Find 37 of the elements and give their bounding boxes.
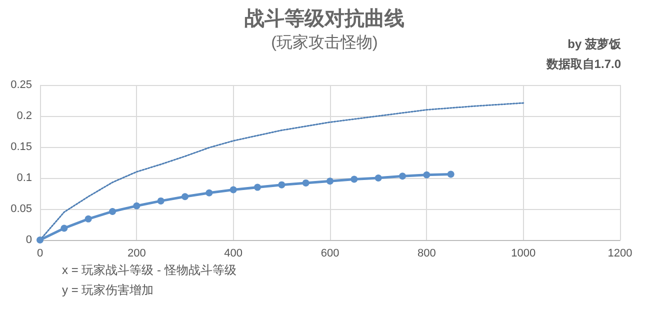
text: 数据取自1.7.0 — [545, 57, 622, 71]
chart-title: 战斗等级对抗曲线 — [244, 8, 404, 30]
y-tick-label: 0.1 — [16, 172, 32, 184]
text: by 菠萝饭 — [568, 37, 622, 51]
point — [326, 178, 334, 185]
y-tick-label: 0.05 — [10, 203, 32, 215]
point — [230, 186, 237, 194]
x-tick-label: 1200 — [608, 248, 632, 260]
point — [157, 197, 164, 204]
text: x = 玩家战斗等级 - 怪物战斗等级 — [62, 263, 236, 277]
point — [206, 189, 213, 196]
x-tick-label: 400 — [224, 248, 243, 260]
point — [109, 208, 116, 215]
point — [133, 202, 140, 210]
point — [278, 181, 286, 188]
point — [302, 179, 310, 186]
point — [84, 215, 92, 222]
point — [36, 236, 44, 244]
x-tick-label: 600 — [320, 248, 340, 260]
point — [423, 171, 430, 178]
point — [374, 174, 382, 182]
x-tick-label: 0 — [36, 248, 44, 260]
point — [254, 184, 261, 191]
point — [182, 193, 188, 200]
point — [399, 172, 406, 180]
point — [350, 176, 358, 183]
chart-subtitle: (玩家攻击怪物) — [271, 34, 378, 52]
y-tick-label: 0.25 — [10, 79, 32, 91]
x-tick-label: 200 — [127, 248, 146, 260]
point — [447, 170, 454, 178]
point — [60, 224, 68, 232]
y-tick-label: 0.15 — [10, 141, 32, 153]
y-tick-label: 0 — [26, 234, 32, 246]
y-tick-label: 0.2 — [16, 110, 32, 122]
x-tick-label: 800 — [417, 248, 436, 260]
text: y = 玩家伤害增加 — [62, 283, 154, 297]
x-tick-label: 1000 — [511, 248, 536, 260]
